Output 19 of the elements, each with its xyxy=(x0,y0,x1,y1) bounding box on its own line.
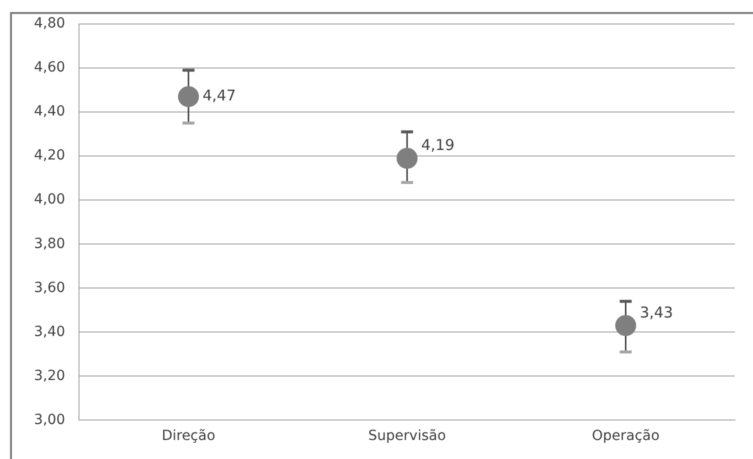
y-tick-label: 4,40 xyxy=(34,104,66,120)
x-tick-label: Supervisão xyxy=(368,428,446,444)
y-tick-label: 4,20 xyxy=(34,148,66,164)
data-label: 4,47 xyxy=(202,86,236,105)
y-tick-label: 3,60 xyxy=(34,280,66,296)
point xyxy=(615,315,636,336)
y-tick-label: 4,80 xyxy=(34,16,66,32)
data-label: 4,19 xyxy=(421,136,454,154)
data-label: 3,43 xyxy=(640,303,674,322)
y-tick-label: 3,00 xyxy=(34,412,66,428)
x-tick-label: Operação xyxy=(592,428,660,444)
y-tick-label: 3,20 xyxy=(34,368,66,384)
y-tick-label: 4,60 xyxy=(34,60,66,76)
point xyxy=(396,148,418,169)
x-tick-label: Direção xyxy=(162,428,216,444)
point xyxy=(178,86,199,108)
y-tick-label: 3,40 xyxy=(34,324,66,340)
y-tick-label: 4,00 xyxy=(34,192,66,208)
y-tick-label: 3,80 xyxy=(34,236,66,252)
